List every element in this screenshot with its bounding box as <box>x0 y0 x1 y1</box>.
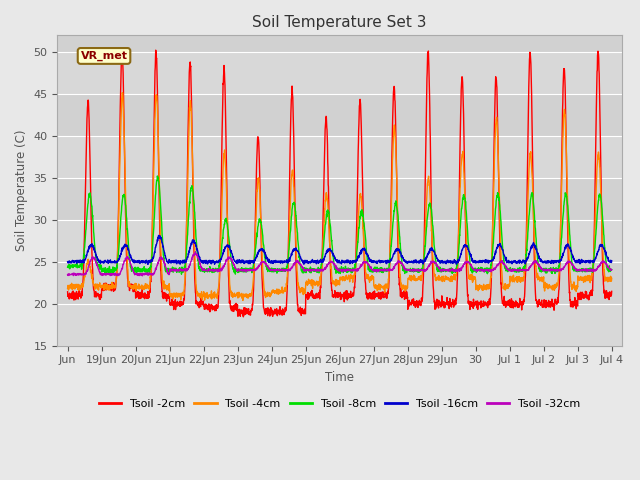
Title: Soil Temperature Set 3: Soil Temperature Set 3 <box>252 15 427 30</box>
Bar <box>58 36 622 52</box>
Bar <box>58 178 622 220</box>
Bar <box>58 94 622 136</box>
Y-axis label: Soil Temperature (C): Soil Temperature (C) <box>15 130 28 251</box>
Bar <box>58 262 622 304</box>
Legend: Tsoil -2cm, Tsoil -4cm, Tsoil -8cm, Tsoil -16cm, Tsoil -32cm: Tsoil -2cm, Tsoil -4cm, Tsoil -8cm, Tsoi… <box>95 395 585 413</box>
Text: VR_met: VR_met <box>81 51 127 61</box>
X-axis label: Time: Time <box>325 371 354 384</box>
